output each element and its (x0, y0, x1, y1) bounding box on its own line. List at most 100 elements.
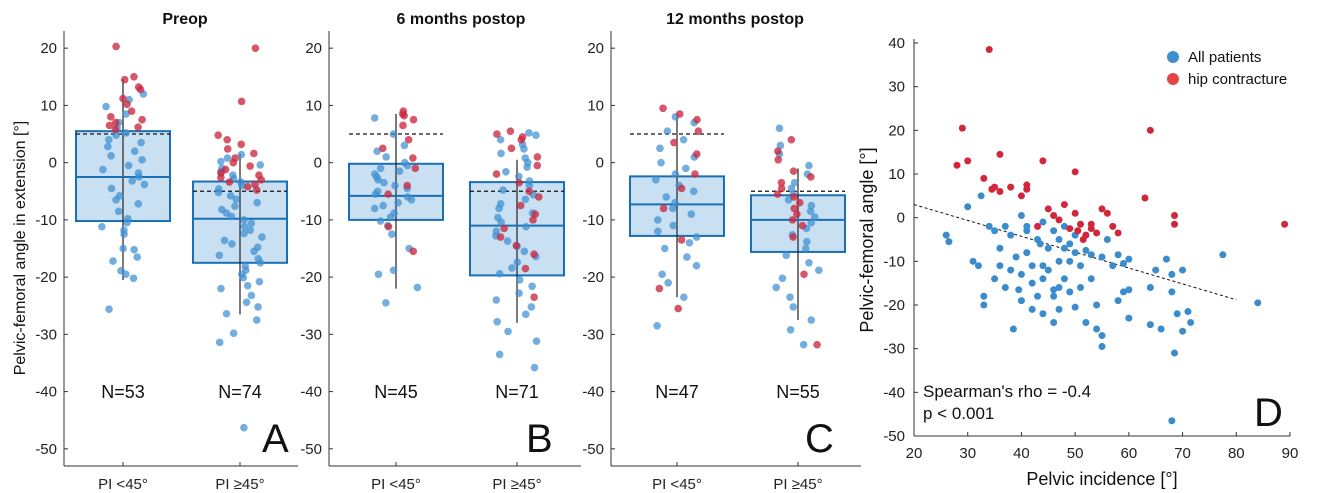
data-point-all (521, 154, 530, 162)
scatter-point-contracture (1023, 181, 1031, 189)
data-point-all (130, 147, 139, 155)
data-point-contracture (138, 115, 146, 124)
data-point-contracture (111, 118, 120, 127)
data-point-all (775, 124, 784, 133)
scatter-point-contracture (1071, 209, 1079, 217)
data-point-all (229, 329, 238, 338)
data-point-contracture (496, 233, 505, 241)
data-point-all (680, 293, 688, 301)
scatter-point-all (996, 244, 1004, 252)
scatter-point-all (1071, 249, 1079, 257)
data-point-contracture (399, 107, 408, 115)
data-point-contracture (251, 44, 260, 52)
y-tick-label: -20 (300, 269, 322, 286)
legend-marker (1167, 73, 1179, 85)
data-point-all (492, 227, 501, 236)
data-point-contracture (534, 193, 543, 201)
data-point-contracture (515, 178, 523, 187)
data-point-contracture (111, 125, 120, 134)
data-point-all (124, 214, 132, 223)
y-axis-title: Pelvic-femoral angle in extension [°] (12, 121, 29, 376)
data-point-all (373, 147, 381, 155)
data-point-all (114, 207, 123, 216)
y-tick-label: -50 (35, 441, 57, 458)
data-point-contracture (531, 210, 540, 218)
data-point-contracture (533, 153, 542, 161)
data-point-all (805, 259, 813, 267)
data-point-contracture (237, 97, 246, 106)
data-point-all (521, 310, 530, 319)
data-point-all (522, 222, 530, 231)
scatter-point-all (1071, 303, 1079, 311)
scatter-point-all (1034, 292, 1042, 300)
data-point-contracture (516, 201, 525, 210)
data-point-contracture (774, 147, 782, 155)
axes-layer (63, 31, 1291, 467)
data-point-contracture (399, 121, 407, 130)
data-point-contracture (677, 236, 686, 244)
data-point-contracture (409, 115, 418, 124)
x-tick-label: 20 (906, 445, 923, 462)
data-point-all (525, 177, 534, 185)
n-label: N=74 (218, 382, 262, 402)
scatter-point-all (1044, 244, 1052, 252)
data-point-contracture (655, 284, 664, 293)
data-point-all (400, 141, 409, 150)
scatter-point-all (1017, 270, 1025, 278)
data-point-all (801, 244, 810, 253)
data-point-all (692, 233, 701, 241)
data-point-all (508, 264, 516, 272)
x-tick-label: PI ≥45° (215, 476, 264, 493)
x-tick-label: 50 (1067, 445, 1084, 462)
y-tick-label: 10 (587, 97, 604, 114)
scatter-point-contracture (958, 124, 966, 132)
data-point-all (786, 325, 795, 334)
data-point-all (658, 270, 666, 279)
data-point-all (255, 277, 264, 286)
data-point-all (232, 195, 240, 204)
data-point-all (253, 243, 262, 252)
data-point-all (803, 237, 811, 246)
data-point-all (98, 222, 106, 231)
data-point-contracture (530, 293, 538, 301)
scatter-point-contracture (1074, 227, 1082, 235)
data-point-contracture (384, 190, 392, 198)
y-tick-label: 20 (587, 40, 604, 57)
legend-label: All patients (1188, 49, 1261, 66)
scatter-point-all (1066, 288, 1074, 296)
panel-title: 6 months postop (397, 11, 526, 28)
data-point-contracture (251, 180, 259, 189)
scatter-point-all (1009, 325, 1017, 333)
data-point-all (102, 102, 110, 111)
y-tick-label: -30 (883, 341, 905, 358)
data-point-all (778, 274, 787, 283)
data-point-contracture (120, 75, 129, 84)
data-point-all (215, 251, 224, 260)
data-point-all (229, 171, 237, 180)
data-point-all (692, 261, 701, 270)
data-point-all (394, 198, 402, 207)
scatter-point-all (1039, 218, 1047, 226)
scatter-x-axis-title: Pelvic incidence [°] (1026, 469, 1177, 489)
data-point-contracture (512, 241, 521, 250)
scatter-point-contracture (1114, 229, 1122, 237)
scatter-point-contracture (1060, 201, 1068, 209)
data-point-all (256, 161, 265, 169)
data-point-contracture (777, 184, 786, 193)
scatter-point-all (1162, 255, 1170, 263)
scatter-point-all (1028, 279, 1036, 287)
data-point-all (130, 245, 138, 254)
data-point-all (652, 176, 660, 184)
scatter-point-all (1184, 308, 1192, 316)
data-point-all (258, 233, 266, 241)
data-point-all (214, 185, 223, 193)
y-tick-label: -20 (35, 269, 57, 286)
stats-annotation: p < 0.001 (923, 404, 994, 423)
y-tick-label: 0 (314, 155, 322, 172)
data-point-all (133, 253, 142, 261)
scatter-point-contracture (1093, 229, 1101, 237)
data-point-all (140, 180, 149, 189)
scatter-point-contracture (1077, 220, 1085, 228)
data-point-contracture (105, 121, 114, 130)
data-point-all (663, 127, 672, 135)
